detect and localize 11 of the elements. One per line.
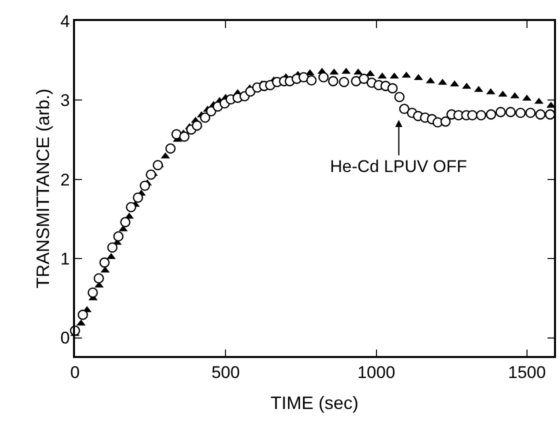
y-tick-label: 0	[60, 328, 70, 348]
y-tick-label: 1	[60, 250, 70, 269]
annotation: He-Cd LPUV OFF	[330, 157, 467, 176]
y-tick-label: 3	[60, 91, 70, 110]
x-tick-label: 500	[211, 363, 240, 382]
x-tick-label: 1000	[357, 363, 396, 382]
y-axis-title: TRANSMITTANCE (arb.)	[33, 88, 54, 288]
x-tick-label: 1500	[508, 363, 546, 382]
y-tick-label: 4	[60, 12, 70, 31]
y-tick-label: 2	[60, 170, 70, 190]
x-axis-title: TIME (sec)	[270, 392, 358, 413]
